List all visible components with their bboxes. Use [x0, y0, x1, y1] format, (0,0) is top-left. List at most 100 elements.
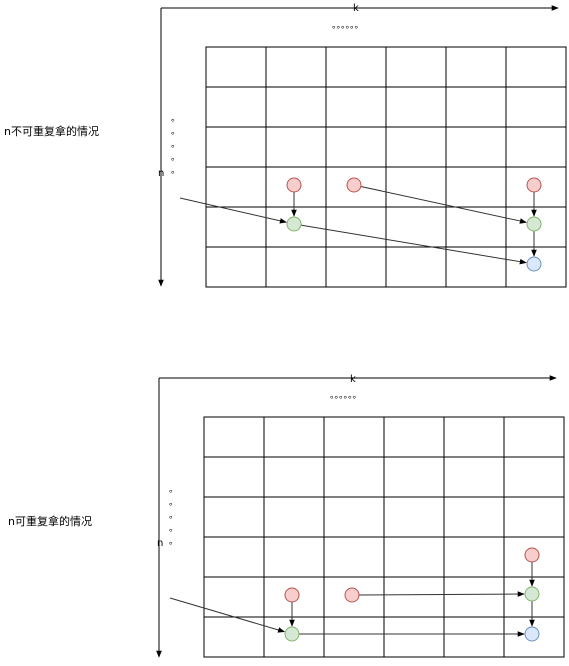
grid-cell [383, 536, 445, 578]
grid-cell [443, 456, 505, 498]
red-node-r3 [524, 547, 540, 563]
grid-cell [385, 86, 447, 128]
grid-cell [443, 416, 505, 458]
edges [179, 185, 537, 265]
edge-pointer-g1 [169, 597, 285, 633]
grid-cell [323, 536, 385, 578]
grid-cell [325, 86, 387, 128]
diagram-1: n不可重复拿的情况 k n 。。。。。。 。 。 。 。 。 [4, 3, 567, 288]
grid-cell [323, 456, 385, 498]
top-dots: 。。。。。。 [330, 391, 362, 401]
nodes [284, 547, 540, 642]
green-node-g2 [524, 586, 540, 602]
grid-cell [205, 246, 267, 288]
side-dots: 。 。 。 。 。 [171, 114, 180, 176]
grid-cell [205, 166, 267, 208]
grid-cell [265, 46, 327, 88]
grid-cell [325, 126, 387, 168]
blue-node-b1 [526, 256, 542, 272]
grid-cell [385, 166, 447, 208]
grid-cell [505, 126, 567, 168]
grid-cell [203, 576, 265, 618]
grid-cell [265, 86, 327, 128]
blue-node-b1 [524, 626, 540, 642]
n-label: n [157, 538, 163, 549]
grid-cell [203, 496, 265, 538]
grid-cell [443, 616, 505, 658]
grid-cell [263, 456, 325, 498]
edge-r2-g2 [360, 185, 527, 224]
grid-cell [323, 416, 385, 458]
case-label: n不可重复拿的情况 [4, 124, 99, 138]
k-label: k [350, 374, 356, 385]
grid-cell [265, 126, 327, 168]
grid-cell [205, 46, 267, 88]
grid-cell [503, 456, 565, 498]
grid-cell [385, 126, 447, 168]
grid-cell [445, 166, 507, 208]
side-dot: 。 [171, 127, 180, 137]
grid-cell [445, 126, 507, 168]
side-dot: 。 [171, 153, 180, 163]
edge-pointer-g1 [179, 197, 287, 224]
grid-cell [385, 46, 447, 88]
grid-cell [265, 246, 327, 288]
side-dot: 。 [171, 166, 180, 176]
k-label: k [353, 3, 359, 14]
side-dot: 。 [169, 537, 178, 547]
edge-g1-b1 [300, 224, 527, 265]
side-dot: 。 [171, 140, 180, 150]
grid-cell [203, 536, 265, 578]
edge-r2-g2 [358, 591, 525, 597]
grid-cell [445, 246, 507, 288]
n-label: n [158, 168, 164, 179]
green-node-g1 [286, 216, 302, 232]
grid-cell [383, 496, 445, 538]
red-node-r1 [286, 177, 302, 193]
edges [169, 562, 535, 637]
grid-cell [323, 616, 385, 658]
red-node-r2 [344, 587, 360, 603]
grid-cell [443, 536, 505, 578]
grid [203, 416, 565, 658]
grid-cell [445, 206, 507, 248]
case-label: n可重复拿的情况 [8, 514, 92, 528]
grid-cell [503, 496, 565, 538]
grid-cell [505, 86, 567, 128]
grid-cell [203, 416, 265, 458]
grid-cell [503, 416, 565, 458]
grid-cell [205, 206, 267, 248]
grid-cell [323, 496, 385, 538]
top-dots: 。。。。。。 [332, 21, 364, 31]
side-dot: 。 [169, 511, 178, 521]
grid-cell [505, 46, 567, 88]
grid [205, 46, 567, 288]
grid-cell [443, 496, 505, 538]
grid-cell [263, 536, 325, 578]
grid-cell [383, 416, 445, 458]
grid-cell [205, 126, 267, 168]
grid-cell [383, 576, 445, 618]
grid-cell [385, 246, 447, 288]
grid-cell [325, 246, 387, 288]
green-node-g1 [284, 626, 300, 642]
side-dot: 。 [171, 114, 180, 124]
grid-cell [325, 46, 387, 88]
red-node-r3 [526, 177, 542, 193]
grid-cell [383, 616, 445, 658]
side-dots: 。 。 。 。 。 [169, 485, 178, 547]
grid-cell [205, 86, 267, 128]
grid-cell [383, 456, 445, 498]
diagram-2: n可重复拿的情况 k n 。。。。。。 。 。 。 。 。 [8, 374, 565, 658]
grid-cell [203, 456, 265, 498]
grid-cell [445, 46, 507, 88]
red-node-r2 [346, 177, 362, 193]
nodes [286, 177, 542, 272]
side-dot: 。 [169, 498, 178, 508]
grid-cell [443, 576, 505, 618]
side-dot: 。 [169, 524, 178, 534]
side-dot: 。 [169, 485, 178, 495]
grid-cell [325, 206, 387, 248]
grid-cell [263, 496, 325, 538]
